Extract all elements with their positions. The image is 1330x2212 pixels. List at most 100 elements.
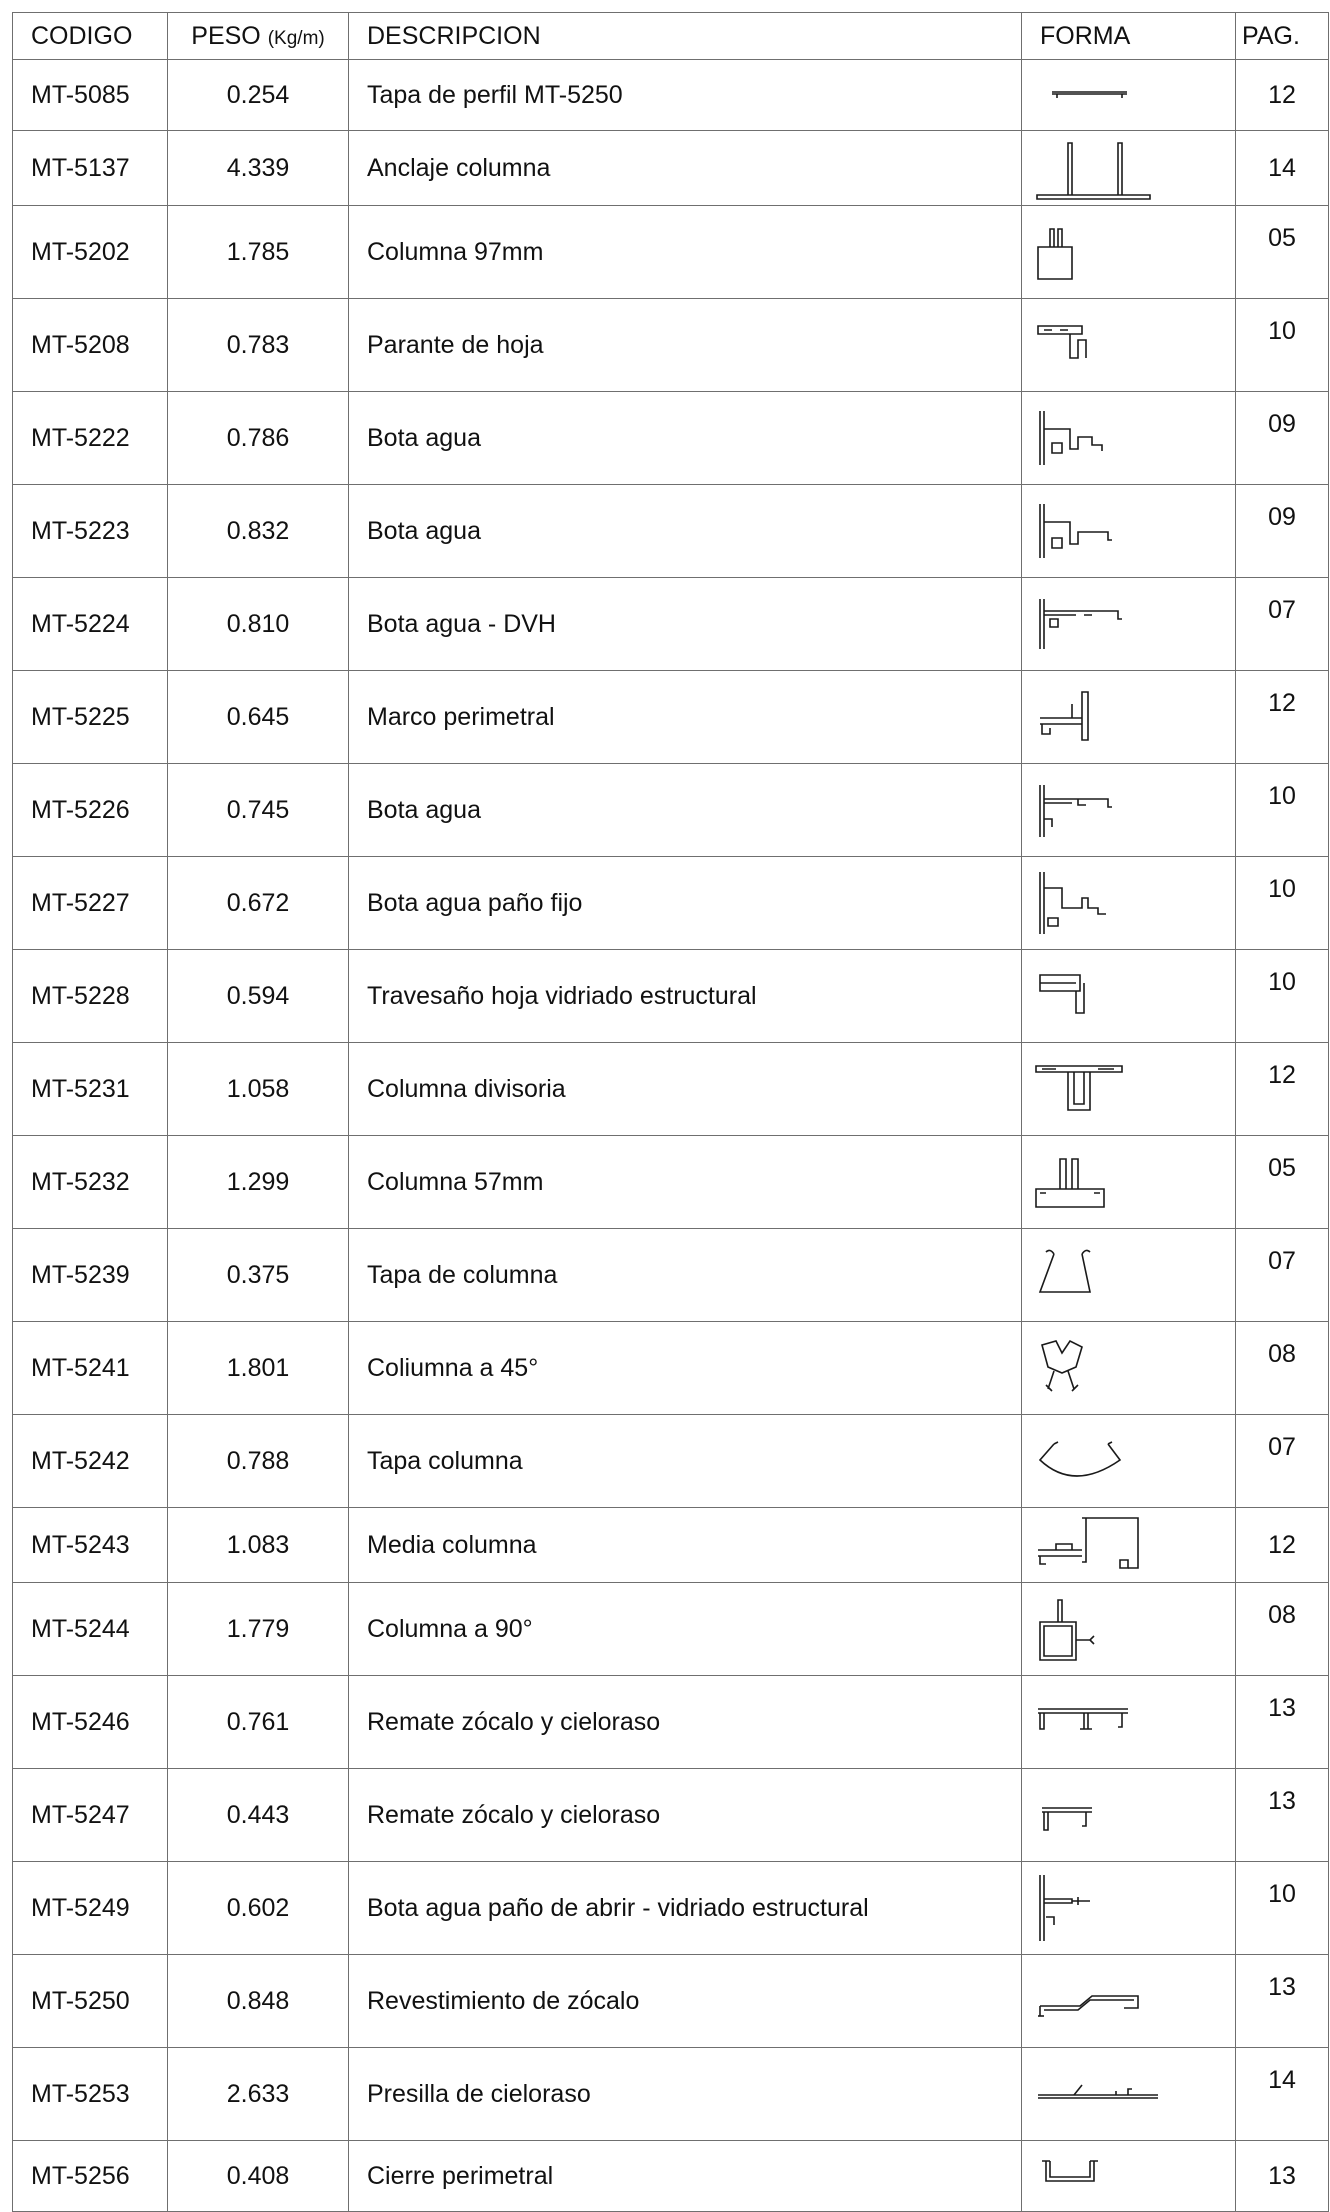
peso-cell: 1.779 <box>167 1582 349 1676</box>
pag-cell: 05 <box>1235 1135 1329 1229</box>
table-row: MT-5243 1.083 Media columna 12 <box>12 1507 1329 1583</box>
codigo-cell: MT-5256 <box>12 2140 168 2212</box>
table-row: MT-5250 0.848 Revestimiento de zócalo 13 <box>12 1954 1329 2048</box>
codigo-cell: MT-5241 <box>12 1321 168 1415</box>
forma-cell <box>1021 484 1236 578</box>
table-row: MT-5137 4.339 Anclaje columna 14 <box>12 130 1329 206</box>
table-row: MT-5202 1.785 Columna 97mm 05 <box>12 205 1329 299</box>
table-row: MT-5222 0.786 Bota agua 09 <box>12 391 1329 485</box>
forma-cell <box>1021 1321 1236 1415</box>
pag-cell: 13 <box>1235 1675 1329 1769</box>
pag-cell: 10 <box>1235 949 1329 1043</box>
descripcion-cell: Bota agua paño fijo <box>348 856 1022 950</box>
descripcion-cell: Cierre perimetral <box>348 2140 1022 2212</box>
table-row: MT-5253 2.633 Presilla de cieloraso 14 <box>12 2047 1329 2141</box>
table-row: MT-5247 0.443 Remate zócalo y cieloraso … <box>12 1768 1329 1862</box>
pag-cell: 09 <box>1235 484 1329 578</box>
codigo-cell: MT-5232 <box>12 1135 168 1229</box>
peso-cell: 0.848 <box>167 1954 349 2048</box>
table-row: MT-5208 0.783 Parante de hoja 10 <box>12 298 1329 392</box>
table-row: MT-5227 0.672 Bota agua paño fijo 10 <box>12 856 1329 950</box>
table-row: MT-5239 0.375 Tapa de columna 07 <box>12 1228 1329 1322</box>
forma-cell <box>1021 1861 1236 1955</box>
descripcion-cell: Columna a 90° <box>348 1582 1022 1676</box>
codigo-cell: MT-5250 <box>12 1954 168 2048</box>
peso-header: PESO (Kg/m) <box>167 12 349 60</box>
codigo-cell: MT-5243 <box>12 1507 168 1583</box>
peso-cell: 0.602 <box>167 1861 349 1955</box>
codigo-cell: MT-5208 <box>12 298 168 392</box>
bota-agua-fijo-shape <box>1039 872 1106 934</box>
peso-cell: 0.672 <box>167 856 349 950</box>
codigo-cell: MT-5224 <box>12 577 168 671</box>
descripcion-cell: Presilla de cieloraso <box>348 2047 1022 2141</box>
tapa-columna-shape <box>1038 1249 1091 1293</box>
table-row: MT-5256 0.408 Cierre perimetral 13 <box>12 2140 1329 2212</box>
table-row: MT-5246 0.761 Remate zócalo y cieloraso … <box>12 1675 1329 1769</box>
peso-header-label: PESO <box>191 21 261 50</box>
pag-cell: 13 <box>1235 1768 1329 1862</box>
revestimiento-zocalo-shape <box>1038 1995 1139 2017</box>
peso-cell: 0.645 <box>167 670 349 764</box>
codigo-header: CODIGO <box>12 12 168 60</box>
table-row: MT-5231 1.058 Columna divisoria 12 <box>12 1042 1329 1136</box>
forma-cell <box>1021 391 1236 485</box>
profile-table: CODIGO PESO (Kg/m) DESCRIPCION FORMA PAG… <box>12 12 1329 2212</box>
marco-perimetral-shape <box>1040 691 1089 741</box>
pag-cell: 14 <box>1235 2047 1329 2141</box>
peso-cell: 2.633 <box>167 2047 349 2141</box>
media-columna-shape <box>1038 1517 1139 1569</box>
pag-cell: 10 <box>1235 1861 1329 1955</box>
peso-cell: 0.810 <box>167 577 349 671</box>
codigo-cell: MT-5242 <box>12 1414 168 1508</box>
descripcion-cell: Revestimiento de zócalo <box>348 1954 1022 2048</box>
codigo-cell: MT-5222 <box>12 391 168 485</box>
parante-hoja-shape <box>1037 325 1087 359</box>
travesano-shape <box>1039 974 1085 1014</box>
descripcion-cell: Bota agua - DVH <box>348 577 1022 671</box>
forma-cell <box>1021 949 1236 1043</box>
bota-agua-shape <box>1039 504 1112 558</box>
pag-cell: 07 <box>1235 1414 1329 1508</box>
columna-57mm-shape <box>1035 1158 1105 1208</box>
header-row: CODIGO PESO (Kg/m) DESCRIPCION FORMA PAG… <box>12 12 1329 60</box>
pag-cell: 12 <box>1235 670 1329 764</box>
forma-cell <box>1021 1768 1236 1862</box>
descripcion-cell: Marco perimetral <box>348 670 1022 764</box>
profile-catalog-sheet: CODIGO PESO (Kg/m) DESCRIPCION FORMA PAG… <box>12 12 1329 2212</box>
pag-cell: 08 <box>1235 1321 1329 1415</box>
table-row: MT-5241 1.801 Coliumna a 45° 08 <box>12 1321 1329 1415</box>
forma-cell <box>1021 1675 1236 1769</box>
table-row: MT-5225 0.645 Marco perimetral 12 <box>12 670 1329 764</box>
table-row: MT-5232 1.299 Columna 57mm 05 <box>12 1135 1329 1229</box>
tapa-perfil-shape <box>1052 91 1127 98</box>
peso-cell: 0.761 <box>167 1675 349 1769</box>
descripcion-cell: Remate zócalo y cieloraso <box>348 1768 1022 1862</box>
table-row: MT-5226 0.745 Bota agua 10 <box>12 763 1329 857</box>
columna-divisoria-shape <box>1035 1065 1123 1111</box>
pag-header: PAG. <box>1235 12 1329 60</box>
forma-cell <box>1021 1228 1236 1322</box>
descripcion-cell: Anclaje columna <box>348 130 1022 206</box>
columna-45-shape <box>1041 1339 1083 1392</box>
forma-cell <box>1021 130 1236 206</box>
codigo-cell: MT-5202 <box>12 205 168 299</box>
bota-agua-dvh-shape <box>1039 599 1122 649</box>
remate-zocalo-corto-shape <box>1042 1807 1092 1831</box>
pag-cell: 13 <box>1235 1954 1329 2048</box>
forma-cell <box>1021 205 1236 299</box>
forma-cell <box>1021 1042 1236 1136</box>
descripcion-cell: Coliumna a 45° <box>348 1321 1022 1415</box>
remate-zocalo-shape <box>1038 1708 1128 1730</box>
table-row: MT-5085 0.254 Tapa de perfil MT-5250 12 <box>12 59 1329 131</box>
peso-cell: 1.801 <box>167 1321 349 1415</box>
forma-cell <box>1021 763 1236 857</box>
forma-cell <box>1021 577 1236 671</box>
descripcion-cell: Parante de hoja <box>348 298 1022 392</box>
table-row: MT-5228 0.594 Travesaño hoja vidriado es… <box>12 949 1329 1043</box>
forma-header: FORMA <box>1021 12 1236 60</box>
peso-cell: 1.058 <box>167 1042 349 1136</box>
pag-cell: 05 <box>1235 205 1329 299</box>
forma-cell <box>1021 856 1236 950</box>
forma-cell <box>1021 59 1236 131</box>
